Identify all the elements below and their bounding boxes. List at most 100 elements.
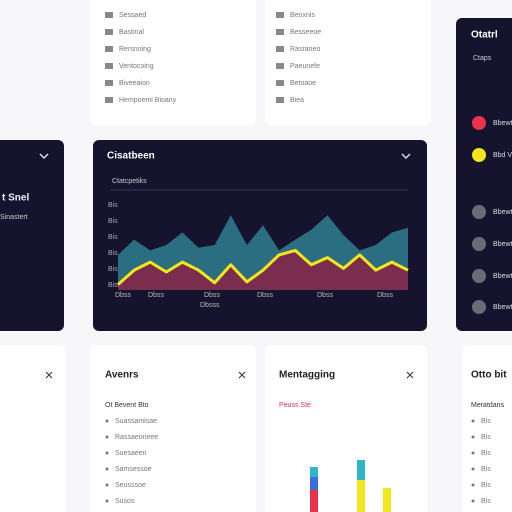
status-dot	[472, 237, 486, 251]
card	[462, 345, 512, 512]
bullet	[105, 483, 109, 487]
card-title: Mentagging	[279, 370, 335, 381]
bullet	[471, 467, 475, 471]
x-label: Dbss	[377, 292, 393, 299]
icon	[105, 80, 113, 86]
x-label: Dbss	[204, 292, 220, 299]
card	[90, 0, 256, 125]
chevron[interactable]	[401, 153, 411, 160]
card-title: Avenrs	[105, 370, 139, 381]
row-label: Bbd V	[493, 152, 512, 159]
list-item: Bastinal	[119, 29, 144, 36]
mini-bar	[310, 467, 318, 477]
card-subtitle: Peuss Ste	[279, 402, 311, 409]
y-label: Bis	[108, 234, 118, 241]
chevron[interactable]	[39, 153, 49, 160]
status-dot	[472, 300, 486, 314]
list-item: Sessaed	[119, 12, 146, 19]
y-label: Bis	[108, 250, 118, 257]
list-item: Suesaeen	[115, 450, 147, 457]
list-item: Rersnoing	[119, 46, 151, 53]
card	[265, 0, 431, 125]
bullet	[471, 435, 475, 439]
icon	[105, 29, 113, 35]
x-footer: Dbsss	[200, 302, 220, 309]
close[interactable]	[238, 371, 246, 379]
list-item: Susos	[115, 498, 135, 505]
bullet	[471, 451, 475, 455]
icon	[276, 46, 284, 52]
bullet	[471, 499, 475, 503]
row-label: Bbewt	[493, 120, 512, 127]
bullet	[105, 451, 109, 455]
card	[90, 345, 256, 512]
icon	[276, 80, 284, 86]
y-label: Bis	[108, 202, 118, 209]
icon	[105, 46, 113, 52]
list-item: Bis	[481, 466, 491, 473]
dark-panel	[0, 140, 64, 331]
bullet	[105, 467, 109, 471]
icon	[276, 63, 284, 69]
mini-bar	[383, 488, 391, 512]
list-item: Besseeoe	[290, 29, 321, 36]
row-label: Bbewt	[493, 304, 512, 311]
status-dot	[472, 269, 486, 283]
y-label: Bis	[108, 282, 118, 289]
y-label: Bis	[108, 266, 118, 273]
mini-bar	[310, 490, 318, 512]
line	[117, 248, 409, 286]
row-label: Bbewt	[493, 241, 512, 248]
bullet	[105, 435, 109, 439]
list-item: Bis	[481, 482, 491, 489]
chart-title: Cisatbeen	[107, 151, 155, 162]
bullet	[471, 483, 475, 487]
list-item: Beoxnis	[290, 12, 315, 19]
list-item: Paeunefe	[290, 63, 320, 70]
list-item: Bis	[481, 418, 491, 425]
panel-subtitle: Sinastert	[0, 214, 28, 221]
list-item: Suassamisae	[115, 418, 157, 425]
icon	[276, 12, 284, 18]
close[interactable]	[45, 371, 53, 379]
list-item: Rasraneo	[290, 46, 320, 53]
icon	[105, 97, 113, 103]
list-item: Bis	[481, 434, 491, 441]
icon	[276, 97, 284, 103]
bullet	[471, 419, 475, 423]
x-label: Dbss	[115, 292, 131, 299]
list-item: Bis	[481, 498, 491, 505]
list-item: Ventocoing	[119, 63, 154, 70]
close[interactable]	[406, 371, 414, 379]
status-dot	[472, 205, 486, 219]
chart-subtitle: Ctatcpetiks	[112, 178, 147, 185]
x-label: Dbss	[257, 292, 273, 299]
row-label: Bbewt	[493, 209, 512, 216]
row-label: Bbewt	[493, 273, 512, 280]
icon	[105, 63, 113, 69]
card	[265, 345, 427, 512]
list-item: Biea	[290, 97, 304, 104]
panel-subtitle: Ctaps	[473, 55, 492, 62]
y-label: Bis	[108, 218, 118, 225]
icon	[105, 12, 113, 18]
panel-title: Otatrl	[471, 30, 498, 41]
list-item: Seusssoe	[115, 482, 146, 489]
x-label: Dbss	[148, 292, 164, 299]
status-dot	[472, 148, 486, 162]
card-title: Otto bit	[471, 370, 507, 381]
list-item: Rassaeoneee	[115, 434, 158, 441]
icon	[276, 29, 284, 35]
bullet	[105, 419, 109, 423]
panel-title: t Snel	[2, 193, 29, 204]
mini-bar	[357, 480, 365, 512]
list-item: Bis	[481, 450, 491, 457]
card-subtitle: Meratdans	[471, 402, 505, 409]
list-item: Samsessoe	[115, 466, 152, 473]
mini-bar	[357, 460, 365, 480]
x-label: Dbss	[317, 292, 333, 299]
card-subtitle: Ot Bevent Bto	[105, 402, 149, 409]
list-item: Betoaoe	[290, 80, 316, 87]
bullet	[105, 499, 109, 503]
